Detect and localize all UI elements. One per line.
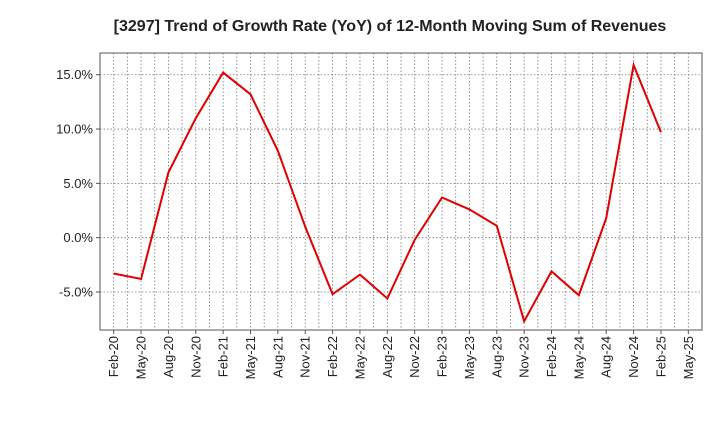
- x-tick-label: Nov-20: [188, 336, 203, 378]
- x-tick-label: Feb-20: [106, 336, 121, 377]
- grid: [100, 53, 702, 330]
- x-tick-label: May-22: [352, 336, 367, 379]
- x-tick-label: Aug-23: [489, 336, 504, 378]
- y-tick-label: 15.0%: [56, 67, 93, 82]
- x-tick-label: Feb-25: [653, 336, 668, 377]
- series-line: [113, 61, 662, 324]
- y-tick-label: -5.0%: [59, 284, 93, 299]
- plot-area-frame: [99, 52, 703, 331]
- x-tick-label: Nov-21: [298, 336, 313, 378]
- x-tick-label: May-23: [462, 336, 477, 379]
- x-tick-label: May-21: [243, 336, 258, 379]
- x-tick-label: Aug-21: [270, 336, 285, 378]
- x-axis-ticks: Feb-20 May-20 Aug-20 Nov-20 Feb-21 May-21 Aug-…: [106, 330, 696, 379]
- x-tick-label: Nov-23: [517, 336, 532, 378]
- x-tick-label: May-24: [571, 336, 586, 379]
- y-axis-ticks: -5.0% 0.0% 5.0% 10.0% 15.0%: [56, 67, 100, 299]
- x-tick-label: Feb-22: [325, 336, 340, 377]
- chart-title: [3297] Trend of Growth Rate (YoY) of 12-…: [114, 18, 667, 35]
- series-layer: [113, 61, 662, 324]
- x-tick-label: Feb-23: [435, 336, 450, 377]
- x-tick-label: Nov-22: [407, 336, 422, 378]
- x-tick-label: Aug-20: [161, 336, 176, 378]
- x-tick-label: Aug-24: [599, 336, 614, 378]
- y-tick-label: 0.0%: [63, 230, 93, 245]
- x-tick-label: Feb-21: [216, 336, 231, 377]
- x-tick-label: May-25: [681, 336, 696, 379]
- y-tick-label: 5.0%: [63, 176, 93, 191]
- x-tick-label: May-20: [134, 336, 149, 379]
- y-tick-label: 10.0%: [56, 122, 93, 137]
- x-tick-label: Nov-24: [626, 336, 641, 378]
- x-tick-label: Feb-24: [544, 336, 559, 377]
- x-tick-label: Aug-22: [380, 336, 395, 378]
